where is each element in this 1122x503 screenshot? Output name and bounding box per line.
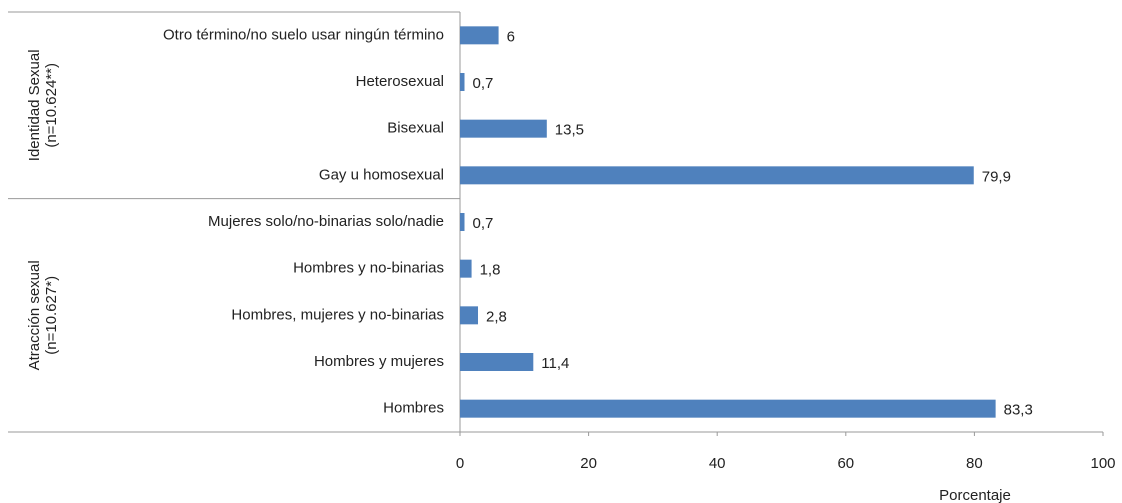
value-label: 79,9 — [982, 168, 1011, 185]
y-tick-label: Hombres y mujeres — [314, 353, 444, 370]
value-label: 11,4 — [541, 355, 569, 372]
group-label: Identidad Sexual — [26, 49, 43, 161]
group-note: (n=10.627*) — [43, 276, 60, 355]
group-label: Atracción sexual — [26, 260, 43, 370]
y-tick-label: Hombres y no-binarias — [293, 260, 444, 277]
x-tick-label: 20 — [580, 455, 597, 472]
value-label: 0,7 — [473, 215, 494, 232]
x-tick-label: 80 — [966, 455, 983, 472]
y-tick-label: Hombres — [383, 400, 444, 417]
value-label: 2,8 — [486, 308, 507, 325]
y-tick-label: Mujeres solo/no-binarias solo/nadie — [208, 213, 444, 230]
value-label: 1,8 — [480, 262, 501, 279]
value-label: 0,7 — [473, 75, 494, 92]
x-tick-label: 100 — [1090, 455, 1115, 472]
bar — [460, 213, 465, 231]
y-tick-label: Bisexual — [387, 120, 444, 137]
bar — [460, 166, 974, 185]
y-tick-label: Otro término/no suelo usar ningún términ… — [163, 26, 444, 43]
value-label: 13,5 — [555, 122, 584, 139]
bar — [460, 353, 534, 371]
bar — [460, 73, 465, 91]
value-label: 6 — [507, 28, 515, 45]
x-axis-label: Porcentaje — [939, 487, 1011, 503]
y-tick-label: Gay u homosexual — [319, 166, 444, 183]
bar — [460, 26, 499, 45]
x-tick-label: 60 — [837, 455, 854, 472]
bar — [460, 119, 547, 138]
y-tick-label: Hombres, mujeres y no-binarias — [231, 306, 444, 323]
x-tick-label: 0 — [456, 455, 464, 472]
value-label: 83,3 — [1004, 402, 1033, 419]
x-tick-label: 40 — [709, 455, 726, 472]
group-note: (n=10.624**) — [43, 63, 60, 148]
bar — [460, 259, 472, 278]
y-tick-label: Heterosexual — [356, 73, 444, 90]
bar — [460, 306, 479, 325]
bar — [460, 399, 996, 418]
